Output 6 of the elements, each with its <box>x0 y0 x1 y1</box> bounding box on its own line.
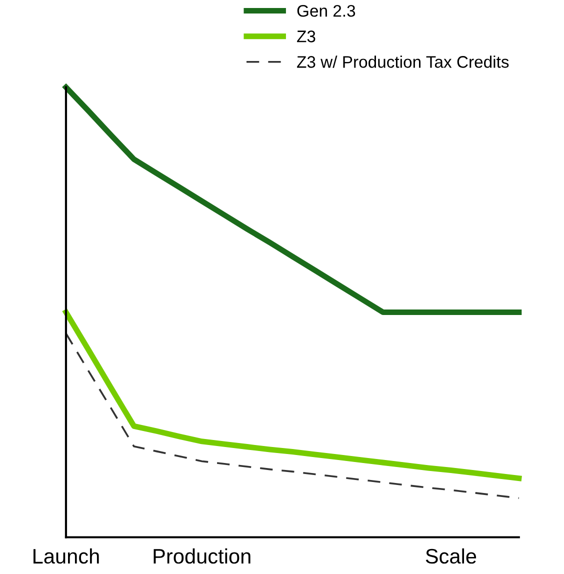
legend-label: Z3 w/ Production Tax Credits <box>297 56 509 68</box>
legend-label: Z3 <box>297 30 316 42</box>
x-tick-label: Production <box>154 548 250 564</box>
legend-label: Gen 2.3 <box>297 4 356 17</box>
x-tick-label: Scale <box>426 548 476 564</box>
x-tick-label: Launch <box>34 548 99 564</box>
